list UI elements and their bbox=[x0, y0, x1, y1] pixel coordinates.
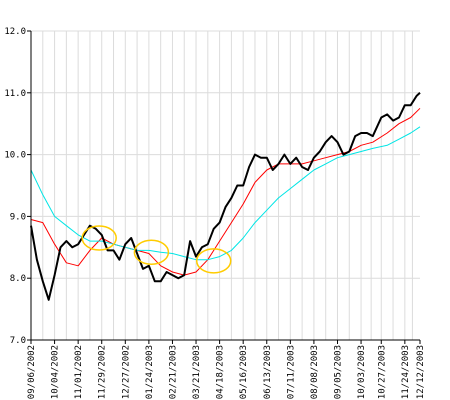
x-tick-label: 10/27/2003 bbox=[377, 345, 387, 399]
highlight-ellipse-3 bbox=[195, 248, 232, 274]
y-tick-label: 7.0 bbox=[10, 336, 26, 346]
highlight-ellipse-2 bbox=[133, 239, 170, 265]
series-layer bbox=[30, 92, 421, 301]
x-tick-label: 09/05/2003 bbox=[333, 345, 343, 399]
x-tick-label: 12/12/2003 bbox=[416, 345, 426, 399]
series-line-3 bbox=[30, 126, 421, 261]
x-tick-label: 09/06/2002 bbox=[27, 345, 37, 399]
series-line-2 bbox=[30, 107, 421, 276]
x-tick-label: 11/29/2002 bbox=[98, 345, 108, 399]
grid bbox=[30, 30, 420, 341]
x-tick-label: 12/27/2002 bbox=[121, 345, 131, 399]
x-tick-label: 05/16/2003 bbox=[239, 345, 249, 399]
x-tick-label: 07/11/2003 bbox=[286, 345, 296, 399]
x-tick-label: 10/04/2002 bbox=[51, 345, 61, 399]
tick-labels: 7.0 8.0 9.0 10.0 11.0 12.0 09/06/2002 10/04/200… bbox=[4, 27, 426, 399]
annotation-layer bbox=[81, 225, 232, 274]
x-tick-label: 08/08/2003 bbox=[310, 345, 320, 399]
y-tick-label: 11.0 bbox=[4, 89, 26, 99]
x-tick-label: 06/13/2003 bbox=[263, 345, 273, 399]
y-tick-label: 10.0 bbox=[4, 151, 26, 161]
x-tick-label: 02/21/2003 bbox=[168, 345, 178, 399]
highlight-ellipse-1 bbox=[81, 225, 117, 251]
y-tick-label: 12.0 bbox=[4, 27, 26, 37]
x-tick-label: 03/21/2003 bbox=[192, 345, 202, 399]
x-tick-label: 04/18/2003 bbox=[216, 345, 226, 399]
axes bbox=[27, 30, 421, 344]
y-tick-label: 9.0 bbox=[10, 212, 26, 222]
y-tick-label: 8.0 bbox=[10, 274, 26, 284]
x-tick-label: 11/01/2002 bbox=[74, 345, 84, 399]
series-line-1 bbox=[30, 92, 421, 301]
x-tick-label: 11/24/2003 bbox=[401, 345, 411, 399]
x-tick-label: 10/03/2003 bbox=[357, 345, 367, 399]
x-tick-label: 01/24/2003 bbox=[145, 345, 155, 399]
